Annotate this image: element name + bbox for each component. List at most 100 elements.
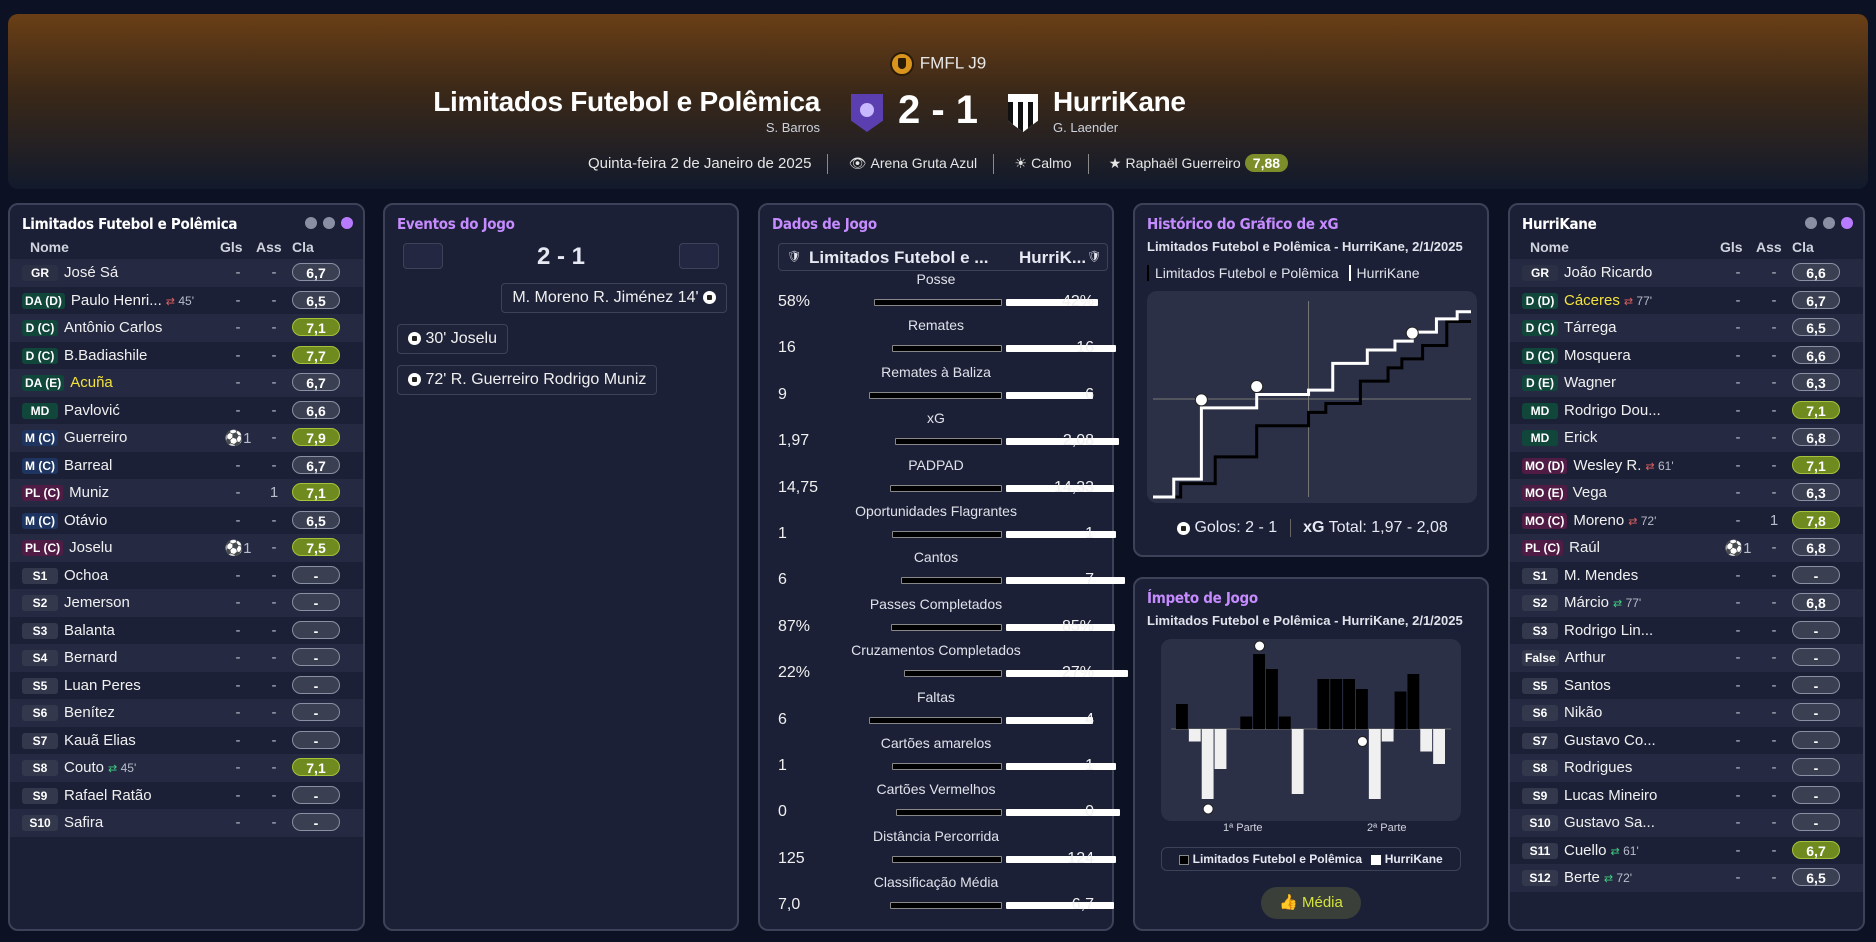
player-name[interactable]: Nikão: [1564, 704, 1603, 722]
player-name[interactable]: Cáceres: [1564, 291, 1620, 309]
player-name[interactable]: M. Mendes: [1564, 566, 1639, 584]
player-name[interactable]: Mosquera: [1564, 346, 1631, 364]
player-row[interactable]: S11 Cuello ⇄ 61' - -6,7: [1510, 837, 1863, 865]
home-manager[interactable]: S. Barros: [765, 120, 820, 135]
player-name[interactable]: Muniz: [69, 484, 110, 502]
xg-chart[interactable]: [1147, 291, 1477, 503]
player-row[interactable]: DA (E) Acuña - -6,7: [10, 369, 363, 397]
player-name[interactable]: Kauã Elias: [64, 731, 136, 749]
player-name[interactable]: Erick: [1564, 429, 1598, 447]
player-row[interactable]: S7 Gustavo Co... - - -: [1510, 727, 1863, 755]
player-name[interactable]: Rodrigues: [1564, 759, 1633, 777]
col-assists[interactable]: Ass: [256, 239, 282, 255]
player-row[interactable]: MD Pavlović - -6,6: [10, 397, 363, 425]
player-name[interactable]: Guerreiro: [64, 429, 128, 447]
dot-icon[interactable]: [341, 217, 353, 229]
player-row[interactable]: M (C) Otávio - -6,5: [10, 507, 363, 535]
player-name[interactable]: Barreal: [64, 456, 113, 474]
player-row[interactable]: S3 Balanta - - -: [10, 617, 363, 645]
goal-marker-icon[interactable]: [1254, 640, 1266, 652]
player-row[interactable]: D (E) Wagner - -6,3: [1510, 369, 1863, 397]
home-team-name[interactable]: Limitados Futebol e Polêmica: [433, 86, 820, 117]
player-name[interactable]: Joselu: [69, 539, 113, 557]
stats-away-name[interactable]: HurriK...: [1019, 248, 1087, 267]
player-name[interactable]: Bernard: [64, 649, 118, 667]
goal-marker-icon[interactable]: [1356, 736, 1368, 747]
player-name[interactable]: Safira: [64, 814, 104, 832]
player-row[interactable]: MO (C) Moreno ⇄ 72' - 1 7,8: [1510, 507, 1863, 535]
player-name[interactable]: Rodrigo Lin...: [1564, 621, 1654, 639]
momentum-chart[interactable]: [1161, 639, 1461, 821]
player-name[interactable]: Paulo Henri...: [70, 291, 162, 309]
event-item[interactable]: M. Moreno R. Jiménez 14': [501, 283, 727, 313]
player-name[interactable]: Benítez: [64, 704, 115, 722]
player-name[interactable]: Jemerson: [64, 594, 130, 612]
player-row[interactable]: S2 Márcio ⇄ 77' - -6,8: [1510, 589, 1863, 617]
col-rating[interactable]: Cla: [292, 239, 314, 255]
player-name[interactable]: Pavlović: [64, 401, 120, 419]
competition[interactable]: FMFL J9: [8, 52, 1868, 76]
player-name[interactable]: Rafael Ratão: [64, 786, 152, 804]
average-button[interactable]: 👍 Média: [1261, 887, 1361, 919]
stadium[interactable]: Arena Gruta Azul: [870, 155, 978, 171]
dot-icon[interactable]: [1823, 217, 1835, 229]
player-row[interactable]: MD Rodrigo Dou... - -7,1: [1510, 397, 1863, 425]
col-name[interactable]: Nome: [30, 239, 69, 255]
player-name[interactable]: Acuña: [70, 374, 113, 392]
player-row[interactable]: PL (C) Joselu ⚽1-7,5: [10, 534, 363, 562]
player-row[interactable]: S5 Luan Peres - - -: [10, 672, 363, 700]
player-row[interactable]: MO (E) Vega - -6,3: [1510, 479, 1863, 507]
goal-marker-icon[interactable]: [1250, 380, 1264, 394]
player-row[interactable]: S10 Gustavo Sa... - - -: [1510, 809, 1863, 837]
player-name[interactable]: Tárrega: [1564, 319, 1617, 337]
player-row[interactable]: D (C) Tárrega - -6,5: [1510, 314, 1863, 342]
player-name[interactable]: Ochoa: [64, 566, 109, 584]
player-row[interactable]: D (D) Cáceres ⇄ 77' - -6,7: [1510, 287, 1863, 315]
col-assists[interactable]: Ass: [1756, 239, 1782, 255]
player-row[interactable]: GR João Ricardo - -6,6: [1510, 259, 1863, 287]
player-row[interactable]: GR José Sá - -6,7: [10, 259, 363, 287]
away-team-name[interactable]: HurriKane: [1053, 86, 1186, 117]
player-row[interactable]: D (C) Antônio Carlos - -7,1: [10, 314, 363, 342]
player-name[interactable]: Arthur: [1564, 649, 1606, 667]
player-name[interactable]: Gustavo Sa...: [1564, 814, 1655, 832]
player-row[interactable]: S5 Santos - - -: [1510, 672, 1863, 700]
player-row[interactable]: S9 Lucas Mineiro - - -: [1510, 782, 1863, 810]
player-row[interactable]: S2 Jemerson - - -: [10, 589, 363, 617]
player-name[interactable]: Balanta: [64, 621, 115, 639]
player-name[interactable]: Couto: [64, 759, 105, 777]
player-name[interactable]: B.Badiashile: [64, 346, 148, 364]
player-row[interactable]: S7 Kauã Elias - - -: [10, 727, 363, 755]
player-row[interactable]: False Arthur - - -: [1510, 644, 1863, 672]
page-dots[interactable]: [299, 216, 353, 234]
player-row[interactable]: S10 Safira - - -: [10, 809, 363, 837]
page-dots[interactable]: [1799, 216, 1853, 234]
player-name[interactable]: Márcio: [1564, 594, 1610, 612]
player-row[interactable]: S9 Rafael Ratão - - -: [10, 782, 363, 810]
player-name[interactable]: Luan Peres: [64, 676, 141, 694]
player-name[interactable]: Moreno: [1573, 511, 1625, 529]
player-name[interactable]: Antônio Carlos: [64, 319, 163, 337]
goal-marker-icon[interactable]: [1194, 393, 1208, 407]
col-name[interactable]: Nome: [1530, 239, 1569, 255]
player-name[interactable]: Cuello: [1564, 841, 1607, 859]
player-row[interactable]: S6 Benítez - - -: [10, 699, 363, 727]
player-row[interactable]: MO (D) Wesley R. ⇄ 61' - -7,1: [1510, 452, 1863, 480]
player-name[interactable]: Lucas Mineiro: [1564, 786, 1658, 804]
player-name[interactable]: Raúl: [1569, 539, 1600, 557]
player-row[interactable]: PL (C) Muniz -1 7,1: [10, 479, 363, 507]
dot-icon[interactable]: [1805, 217, 1817, 229]
goal-marker-icon[interactable]: [1202, 803, 1214, 815]
away-team[interactable]: HurriKane G. Laender: [1053, 86, 1186, 135]
player-row[interactable]: DA (D) Paulo Henri... ⇄ 45' - -6,5: [10, 287, 363, 315]
player-name[interactable]: Vega: [1572, 484, 1607, 502]
player-name[interactable]: José Sá: [64, 264, 119, 282]
player-row[interactable]: S8 Rodrigues - - -: [1510, 754, 1863, 782]
player-name[interactable]: Rodrigo Dou...: [1564, 401, 1661, 419]
dot-icon[interactable]: [323, 217, 335, 229]
event-item[interactable]: 30' Joselu: [397, 324, 508, 354]
player-name[interactable]: João Ricardo: [1564, 264, 1653, 282]
player-row[interactable]: S8 Couto ⇄ 45' - -7,1: [10, 754, 363, 782]
player-row[interactable]: S1 Ochoa - - -: [10, 562, 363, 590]
player-row[interactable]: S3 Rodrigo Lin... - - -: [1510, 617, 1863, 645]
